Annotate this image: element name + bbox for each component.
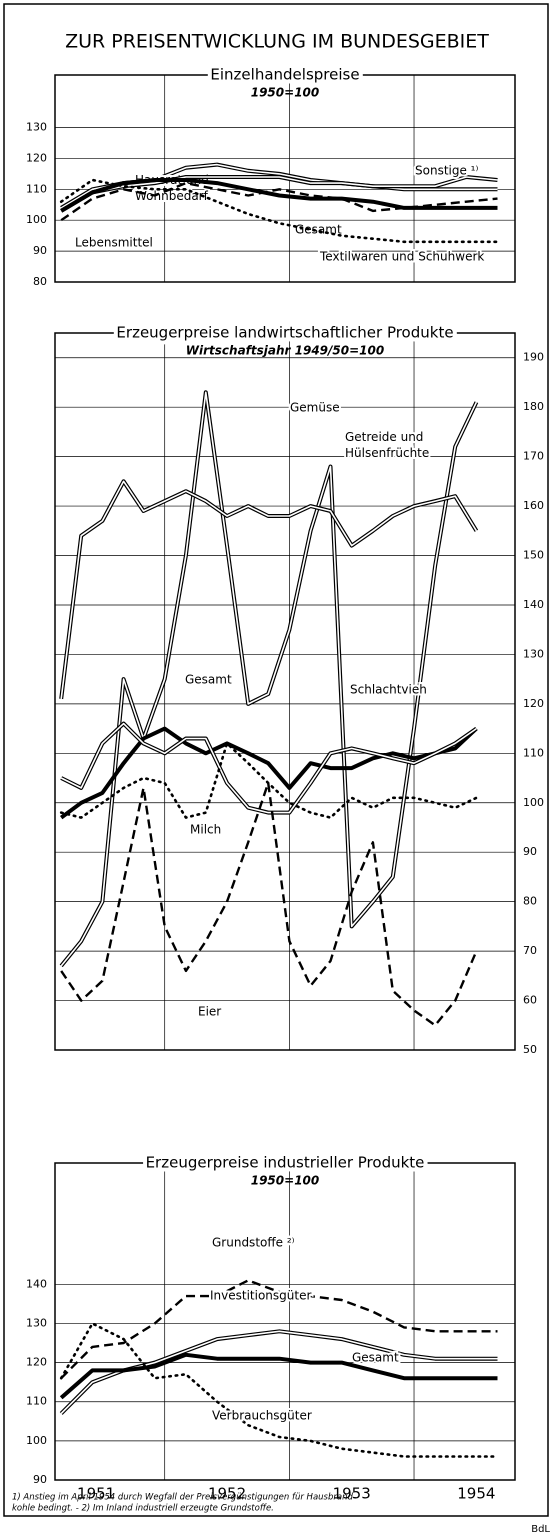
- y-tick-label: 50: [523, 1043, 537, 1056]
- series-line: [60, 726, 478, 820]
- series-line: [60, 480, 478, 699]
- y-tick-label: 130: [523, 647, 544, 660]
- series-line: [60, 722, 477, 814]
- series-label: Sonstige ¹⁾: [415, 164, 478, 178]
- y-tick-label: 70: [523, 944, 537, 957]
- y-tick-label: 140: [26, 1277, 47, 1290]
- y-tick-label: 190: [523, 351, 544, 364]
- series-label: Lebensmittel: [75, 236, 153, 250]
- panel-subtitle: 1950=100: [251, 86, 320, 100]
- source: BdL: [531, 1524, 550, 1535]
- y-tick-label: 100: [523, 796, 544, 809]
- series-line: [59, 1322, 499, 1458]
- footnote: 1) Anstieg im April 1954 durch Wegfall d…: [12, 1493, 356, 1503]
- y-tick-label: 120: [523, 697, 544, 710]
- panel-subtitle: 1950=100: [251, 1174, 320, 1188]
- y-tick-label: 80: [523, 895, 537, 908]
- footnote: kohle bedingt. - 2) Im Inland industriel…: [12, 1504, 274, 1514]
- y-tick-label: 100: [26, 213, 47, 226]
- series-line: [60, 181, 498, 222]
- series-label: Milch: [190, 823, 221, 837]
- y-tick-label: 80: [33, 275, 47, 288]
- series-label: Textilwaren und Schuhwerk: [319, 250, 484, 264]
- x-tick-label: 1953: [333, 1485, 371, 1503]
- series-label: Schlachtvieh: [350, 683, 427, 697]
- series-label: Investitionsgüter: [210, 1289, 311, 1303]
- y-tick-label: 170: [523, 450, 544, 463]
- panel-frame: [54, 332, 516, 1051]
- series-line: [59, 1352, 498, 1400]
- y-tick-label: 130: [26, 1316, 47, 1329]
- series-label: Gemüse: [290, 401, 340, 415]
- y-tick-label: 100: [26, 1434, 47, 1447]
- panel-frame: [54, 1162, 516, 1481]
- y-tick-label: 90: [523, 845, 537, 858]
- series-line: [60, 781, 478, 1027]
- y-tick-label: 120: [26, 151, 47, 164]
- y-tick-label: 110: [26, 182, 47, 195]
- series-line: [60, 176, 498, 212]
- series-label: Grundstoffe ²⁾: [212, 1236, 295, 1250]
- series-label: Eier: [198, 1005, 221, 1019]
- y-tick-label: 140: [523, 598, 544, 611]
- y-tick-label: 120: [26, 1356, 47, 1369]
- y-tick-label: 110: [523, 746, 544, 759]
- series-line: [59, 178, 499, 244]
- series-label: Gesamt: [185, 673, 232, 687]
- panel-frame: [54, 74, 516, 283]
- x-tick-label: 1954: [457, 1485, 495, 1503]
- x-tick-label: 1951: [77, 1485, 115, 1503]
- y-tick-label: 160: [523, 499, 544, 512]
- outer-frame: [3, 3, 549, 1517]
- y-tick-label: 110: [26, 1395, 47, 1408]
- y-tick-label: 150: [523, 549, 544, 562]
- panel-title: Erzeugerpreise landwirtschaftlicher Prod…: [116, 324, 453, 342]
- main-title: ZUR PREISENTWICKLUNG IM BUNDESGEBIET: [65, 31, 489, 53]
- y-tick-label: 180: [523, 400, 544, 413]
- panel-title: Einzelhandelspreise: [210, 66, 359, 84]
- y-tick-label: 130: [26, 121, 47, 134]
- series-line: [60, 391, 478, 967]
- y-tick-label: 90: [33, 1473, 47, 1486]
- series-label: Verbrauchsgüter: [212, 1409, 312, 1423]
- series-label: Gesamt: [352, 1351, 399, 1365]
- series-label: Getreide und Hülsenfrüchte: [345, 430, 429, 460]
- panel-subtitle: Wirtschaftsjahr 1949/50=100: [186, 344, 384, 358]
- series-line: [60, 178, 498, 213]
- y-tick-label: 90: [33, 244, 47, 257]
- x-tick-label: 1952: [208, 1485, 246, 1503]
- y-tick-label: 60: [523, 994, 537, 1007]
- series-line: [59, 742, 478, 819]
- series-line: [60, 1279, 498, 1380]
- panel-title: Erzeugerpreise industrieller Produkte: [146, 1154, 425, 1172]
